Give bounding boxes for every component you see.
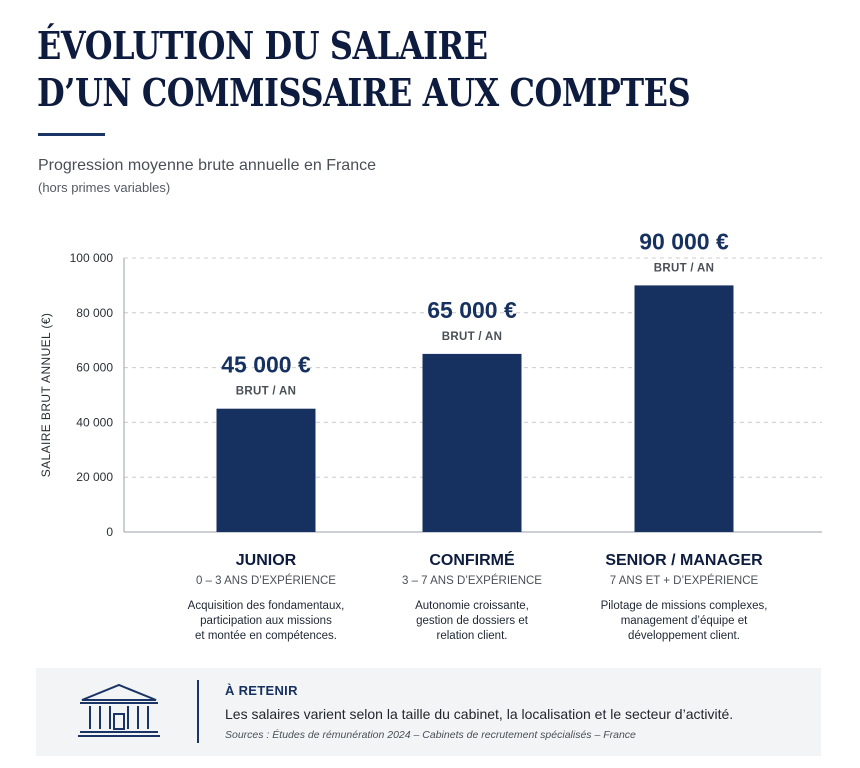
- bar-value-label: 65 000 €: [427, 297, 517, 323]
- category-description-line: management d’équipe et: [621, 615, 748, 627]
- category-description-line: participation aux missions: [200, 615, 332, 627]
- bar-unit-label: BRUT / AN: [442, 331, 502, 343]
- y-tick-label: 60 000: [76, 361, 113, 375]
- category-label: SENIOR / MANAGER: [605, 552, 763, 569]
- bar-unit-label: BRUT / AN: [236, 386, 296, 398]
- y-tick-label: 20 000: [76, 470, 113, 484]
- y-axis-label: SALAIRE BRUT ANNUEL (€): [39, 313, 53, 478]
- panel-sources: Sources : Études de rémunération 2024 – …: [225, 729, 636, 741]
- bar: [216, 408, 316, 532]
- panel-text: Les salaires varient selon la taille du …: [225, 706, 734, 722]
- title-line-2: D’UN COMMISSAIRE AUX COMPTES: [37, 70, 691, 115]
- category-description-line: Acquisition des fondamentaux,: [188, 600, 345, 612]
- page-title: ÉVOLUTION DU SALAIRE D’UN COMMISSAIRE AU…: [37, 22, 691, 116]
- category-experience: 0 – 3 ANS D’EXPÉRIENCE: [196, 574, 336, 587]
- category-experience: 3 – 7 ANS D’EXPÉRIENCE: [402, 574, 542, 587]
- key-takeaway-panel: À RETENIR Les salaires varient selon la …: [36, 668, 821, 756]
- category-description-line: gestion de dossiers et: [416, 615, 529, 627]
- title-underline: [38, 133, 105, 136]
- courthouse-icon: [78, 683, 160, 737]
- category-description-line: relation client.: [437, 630, 508, 642]
- y-tick-label: 0: [106, 525, 113, 539]
- category-label: JUNIOR: [236, 552, 297, 569]
- title-line-1: ÉVOLUTION DU SALAIRE: [37, 23, 488, 68]
- category-label: CONFIRMÉ: [429, 550, 515, 569]
- category-experience: 7 ANS ET + D’EXPÉRIENCE: [610, 574, 759, 587]
- y-tick-label: 40 000: [76, 415, 113, 429]
- category-description-line: développement client.: [628, 630, 740, 642]
- category-description-line: Pilotage de missions complexes,: [601, 600, 768, 612]
- y-tick-label: 80 000: [76, 306, 113, 320]
- chart-subtitle: Progression moyenne brute annuelle en Fr…: [38, 157, 376, 174]
- bar: [422, 353, 522, 532]
- category-description-line: et montée en compétences.: [195, 630, 337, 642]
- panel-heading: À RETENIR: [225, 683, 298, 698]
- bar-value-label: 90 000 €: [639, 228, 729, 254]
- panel-divider: [197, 680, 199, 743]
- chart-note: (hors primes variables): [38, 180, 171, 195]
- category-description-line: Autonomie croissante,: [415, 600, 529, 612]
- y-tick-label: 100 000: [70, 251, 114, 265]
- salary-bar-chart: 0 20 000 40 000 60 000 80 000 100 000 SALAIRE …: [39, 228, 822, 642]
- bar-value-label: 45 000 €: [221, 352, 311, 378]
- bar-unit-label: BRUT / AN: [654, 262, 714, 274]
- bar: [634, 285, 734, 532]
